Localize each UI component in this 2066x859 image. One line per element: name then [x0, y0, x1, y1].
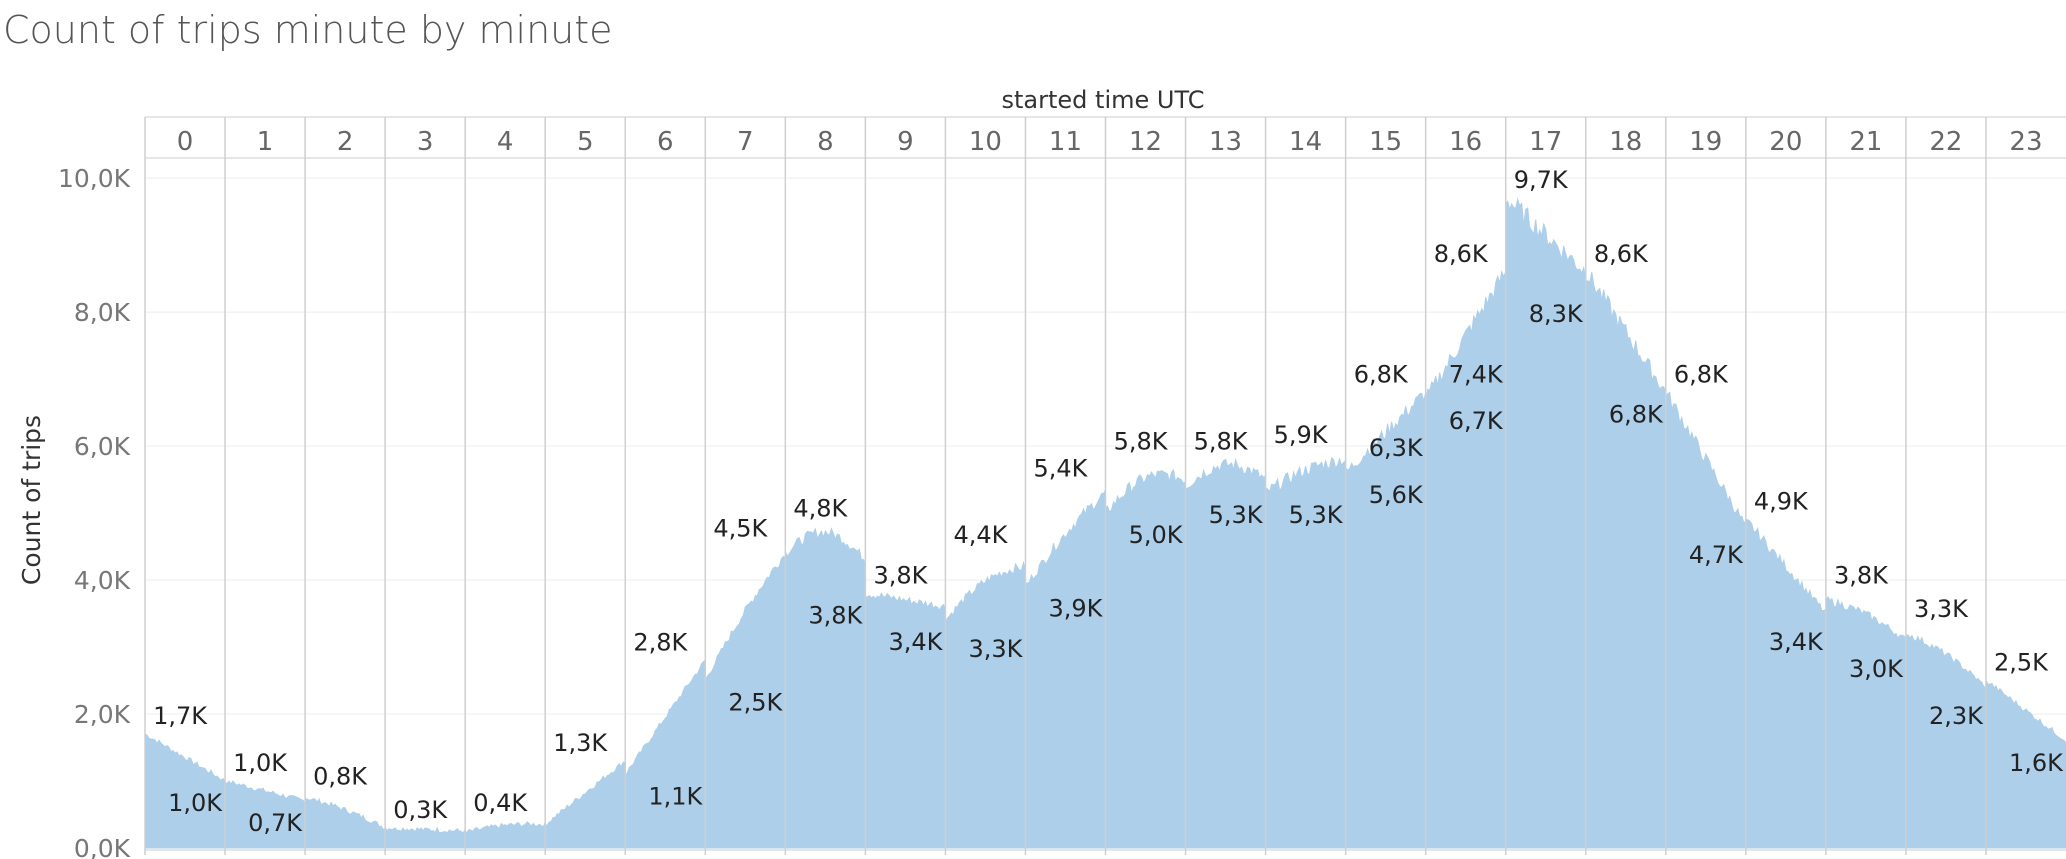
max-data-label: 5,4K: [1034, 454, 1089, 482]
hour-column-label: 14: [1289, 127, 1322, 157]
min-data-label: 5,3K: [1289, 501, 1344, 529]
hour-column-label: 22: [1929, 127, 1962, 157]
hour-column-label: 15: [1369, 127, 1402, 157]
hour-column-label: 13: [1209, 127, 1242, 157]
hour-column-label: 7: [737, 127, 754, 157]
max-data-label: 2,8K: [633, 628, 688, 656]
min-data-label: 1,6K: [2009, 749, 2064, 777]
max-data-label: 5,9K: [1274, 421, 1329, 449]
hour-column-label: 19: [1689, 127, 1722, 157]
y-tick-label: 10,0K: [58, 164, 131, 193]
max-data-label: 4,9K: [1754, 488, 1809, 516]
min-data-label: 2,5K: [728, 689, 783, 717]
hour-column-label: 18: [1609, 127, 1642, 157]
max-data-label: 5,8K: [1194, 427, 1249, 455]
hour-column-label: 21: [1849, 127, 1882, 157]
chart-title: Count of trips minute by minute: [3, 8, 613, 52]
min-data-label: 3,9K: [1049, 595, 1104, 623]
y-tick-label: 0,0K: [74, 834, 131, 859]
hour-column-label: 8: [817, 127, 834, 157]
max-data-label: 3,8K: [873, 561, 928, 589]
min-data-label: 6,8K: [1609, 400, 1664, 428]
max-data-label: 8,6K: [1434, 240, 1489, 268]
hour-column-label: 20: [1769, 127, 1802, 157]
max-data-label: 8,6K: [1594, 240, 1649, 268]
min-data-label: 0,7K: [248, 809, 303, 837]
hour-column-label: 17: [1529, 127, 1562, 157]
max-data-label: 5,8K: [1114, 427, 1169, 455]
y-tick-label: 4,0K: [74, 566, 131, 595]
hour-column-label: 10: [969, 127, 1002, 157]
y-tick-label: 2,0K: [74, 700, 131, 729]
max-data-label: 6,8K: [1674, 360, 1729, 388]
min-data-label: 3,3K: [968, 635, 1023, 663]
hour-column-label: 11: [1049, 127, 1082, 157]
hour-column-label: 16: [1449, 127, 1482, 157]
min-data-label: 6,7K: [1449, 407, 1504, 435]
min-data-label: 3,4K: [1769, 628, 1824, 656]
y-tick-label: 6,0K: [74, 432, 131, 461]
hour-column-label: 6: [657, 127, 674, 157]
hour-column-label: 2: [337, 127, 354, 157]
max-data-label: 1,3K: [553, 729, 608, 757]
hour-column-label: 23: [2009, 127, 2042, 157]
min-data-label: 5,0K: [1129, 521, 1184, 549]
min-data-label: 3,4K: [888, 628, 943, 656]
min-data-label: 3,0K: [1849, 655, 1904, 683]
hour-column-label: 1: [257, 127, 274, 157]
y-axis-label: Count of trips: [17, 415, 46, 585]
min-data-label: 1,1K: [648, 782, 703, 810]
min-data-label: 4,7K: [1689, 541, 1744, 569]
max-data-label: 0,3K: [393, 796, 448, 824]
min-data-label: 7,4K: [1449, 360, 1504, 388]
max-data-label: 4,5K: [713, 515, 768, 543]
max-data-label: 1,0K: [233, 749, 288, 777]
max-data-label: 2,5K: [1994, 649, 2049, 677]
y-tick-label: 8,0K: [74, 298, 131, 327]
min-data-label: 8,3K: [1529, 300, 1584, 328]
max-data-label: 4,4K: [953, 521, 1008, 549]
max-data-label: 3,8K: [1834, 561, 1889, 589]
hour-column-label: 3: [417, 127, 434, 157]
min-data-label: 3,8K: [808, 601, 863, 629]
hour-column-label: 0: [177, 127, 194, 157]
min-data-label: 6,3K: [1369, 434, 1424, 462]
max-data-label: 0,4K: [473, 789, 528, 817]
max-data-label: 6,8K: [1354, 360, 1409, 388]
max-data-label: 9,7K: [1514, 166, 1569, 194]
max-data-label: 3,3K: [1914, 595, 1969, 623]
min-data-label: 5,3K: [1209, 501, 1264, 529]
max-data-label: 4,8K: [793, 494, 848, 522]
max-data-label: 0,8K: [313, 762, 368, 790]
min-data-label: 1,0K: [168, 789, 223, 817]
hour-column-label: 5: [577, 127, 594, 157]
hour-column-label: 4: [497, 127, 514, 157]
hour-column-label: 9: [897, 127, 914, 157]
column-header-title: started time UTC: [1002, 86, 1205, 114]
min-data-label: 5,6K: [1369, 481, 1424, 509]
max-data-label: 1,7K: [153, 702, 208, 730]
hour-column-label: 12: [1129, 127, 1162, 157]
min-data-label: 2,3K: [1929, 702, 1984, 730]
